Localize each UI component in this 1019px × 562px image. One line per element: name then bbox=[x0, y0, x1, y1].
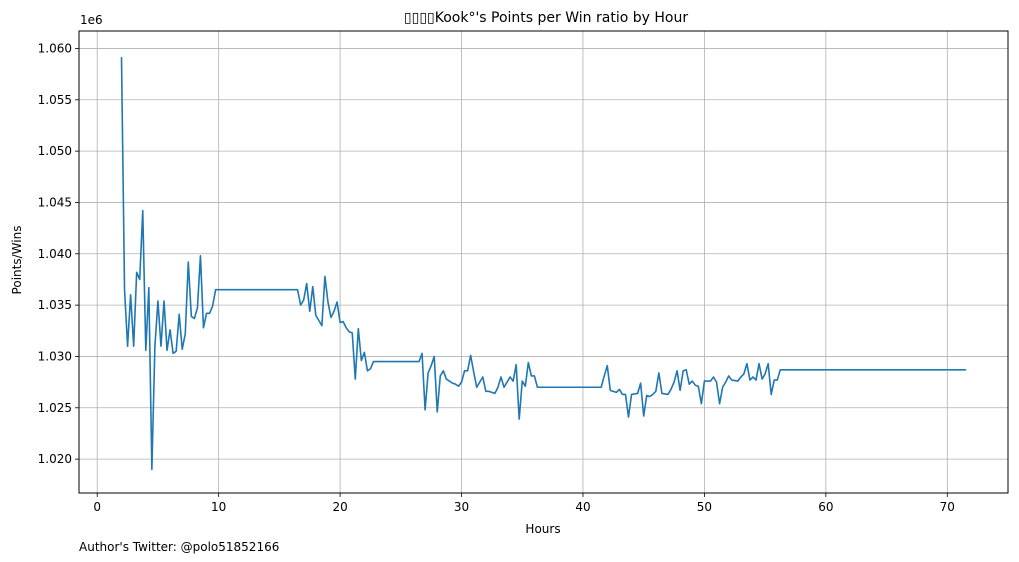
y-axis-label: Points/Wins bbox=[10, 226, 24, 295]
y-tick-label: 1.060 bbox=[38, 41, 72, 55]
series-line bbox=[120, 56, 967, 471]
x-axis-label: Hours bbox=[525, 522, 560, 536]
author-credit: Author's Twitter: @polo51852166 bbox=[79, 540, 279, 554]
y-tick-label: 1.045 bbox=[38, 195, 72, 209]
x-axis-ticks: 0 10 20 30 40 50 60 70 bbox=[93, 493, 955, 514]
x-tick-label: 30 bbox=[454, 500, 469, 514]
x-tick-label: 70 bbox=[940, 500, 955, 514]
y-tick-label: 1.020 bbox=[38, 452, 72, 466]
y-tick-label: 1.025 bbox=[38, 401, 72, 415]
grid-lines bbox=[79, 31, 1008, 493]
y-tick-label: 1.050 bbox=[38, 144, 72, 158]
x-tick-label: 10 bbox=[211, 500, 226, 514]
x-tick-label: 20 bbox=[332, 500, 347, 514]
chart-title: ▯▯▯▯Kook°'s Points per Win ratio by Hour bbox=[404, 10, 688, 26]
y-tick-label: 1.055 bbox=[38, 93, 72, 107]
x-tick-label: 40 bbox=[575, 500, 590, 514]
y-tick-label: 1.040 bbox=[38, 247, 72, 261]
y-axis-ticks: 1.020 1.025 1.030 1.035 1.040 1.045 1.050 1.055… bbox=[38, 41, 79, 466]
y-tick-label: 1.030 bbox=[38, 349, 72, 363]
x-tick-label: 50 bbox=[697, 500, 712, 514]
x-tick-label: 0 bbox=[93, 500, 101, 514]
y-tick-label: 1.035 bbox=[38, 298, 72, 312]
series-group bbox=[120, 56, 967, 471]
y-axis-multiplier: 1e6 bbox=[80, 13, 103, 27]
x-tick-label: 60 bbox=[818, 500, 833, 514]
plot-frame bbox=[78, 30, 1009, 494]
